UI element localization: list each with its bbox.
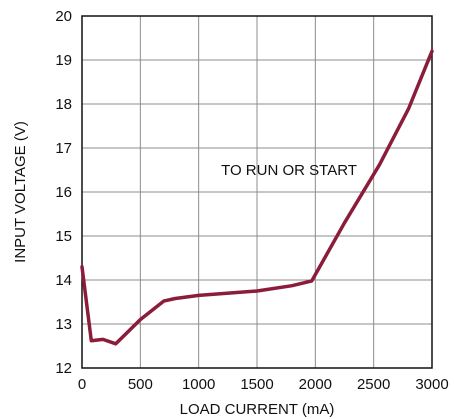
x-tick-labels: 0 500 1000 1500 2000 2500 3000 (78, 376, 449, 393)
x-tick-label: 2500 (357, 376, 390, 393)
x-tick-label: 1000 (182, 376, 215, 393)
y-tick-label: 16 (55, 184, 72, 201)
y-tick-label: 19 (55, 52, 72, 69)
y-tick-label: 17 (55, 140, 72, 157)
y-tick-label: 15 (55, 228, 72, 245)
y-tick-label: 12 (55, 360, 72, 377)
x-tick-label: 0 (78, 376, 86, 393)
x-tick-label: 1500 (240, 376, 273, 393)
y-tick-labels: 12 13 14 15 16 17 18 19 20 (55, 8, 72, 377)
x-tick-label: 500 (128, 376, 153, 393)
y-tick-label: 14 (55, 272, 72, 289)
y-tick-label: 13 (55, 316, 72, 333)
y-axis-label: INPUT VOLTAGE (V) (12, 121, 29, 263)
grid-lines (82, 16, 432, 368)
annotation-label: TO RUN OR START (221, 162, 357, 179)
x-tick-label: 3000 (415, 376, 448, 393)
series-layer (80, 49, 434, 346)
series-line (80, 49, 434, 346)
y-tick-label: 18 (55, 96, 72, 113)
plot-frame (81, 15, 433, 369)
y-tick-label: 20 (55, 8, 72, 25)
x-tick-label: 2000 (299, 376, 332, 393)
x-axis-label: LOAD CURRENT (mA) (180, 401, 335, 418)
